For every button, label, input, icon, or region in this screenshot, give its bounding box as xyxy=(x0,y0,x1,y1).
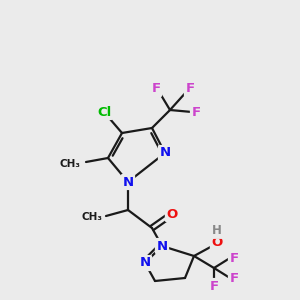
Text: F: F xyxy=(209,280,219,292)
Text: O: O xyxy=(167,208,178,220)
Text: H: H xyxy=(212,224,222,238)
Text: N: N xyxy=(156,239,168,253)
Text: F: F xyxy=(185,82,195,95)
Text: N: N xyxy=(140,256,151,269)
Text: Cl: Cl xyxy=(97,106,111,118)
Text: CH₃: CH₃ xyxy=(81,212,102,222)
Text: CH₃: CH₃ xyxy=(60,159,81,169)
Text: F: F xyxy=(152,82,160,95)
Text: N: N xyxy=(122,176,134,188)
Text: O: O xyxy=(212,236,223,250)
Text: F: F xyxy=(230,251,238,265)
Text: N: N xyxy=(159,146,171,160)
Text: F: F xyxy=(191,106,201,118)
Text: F: F xyxy=(230,272,238,284)
